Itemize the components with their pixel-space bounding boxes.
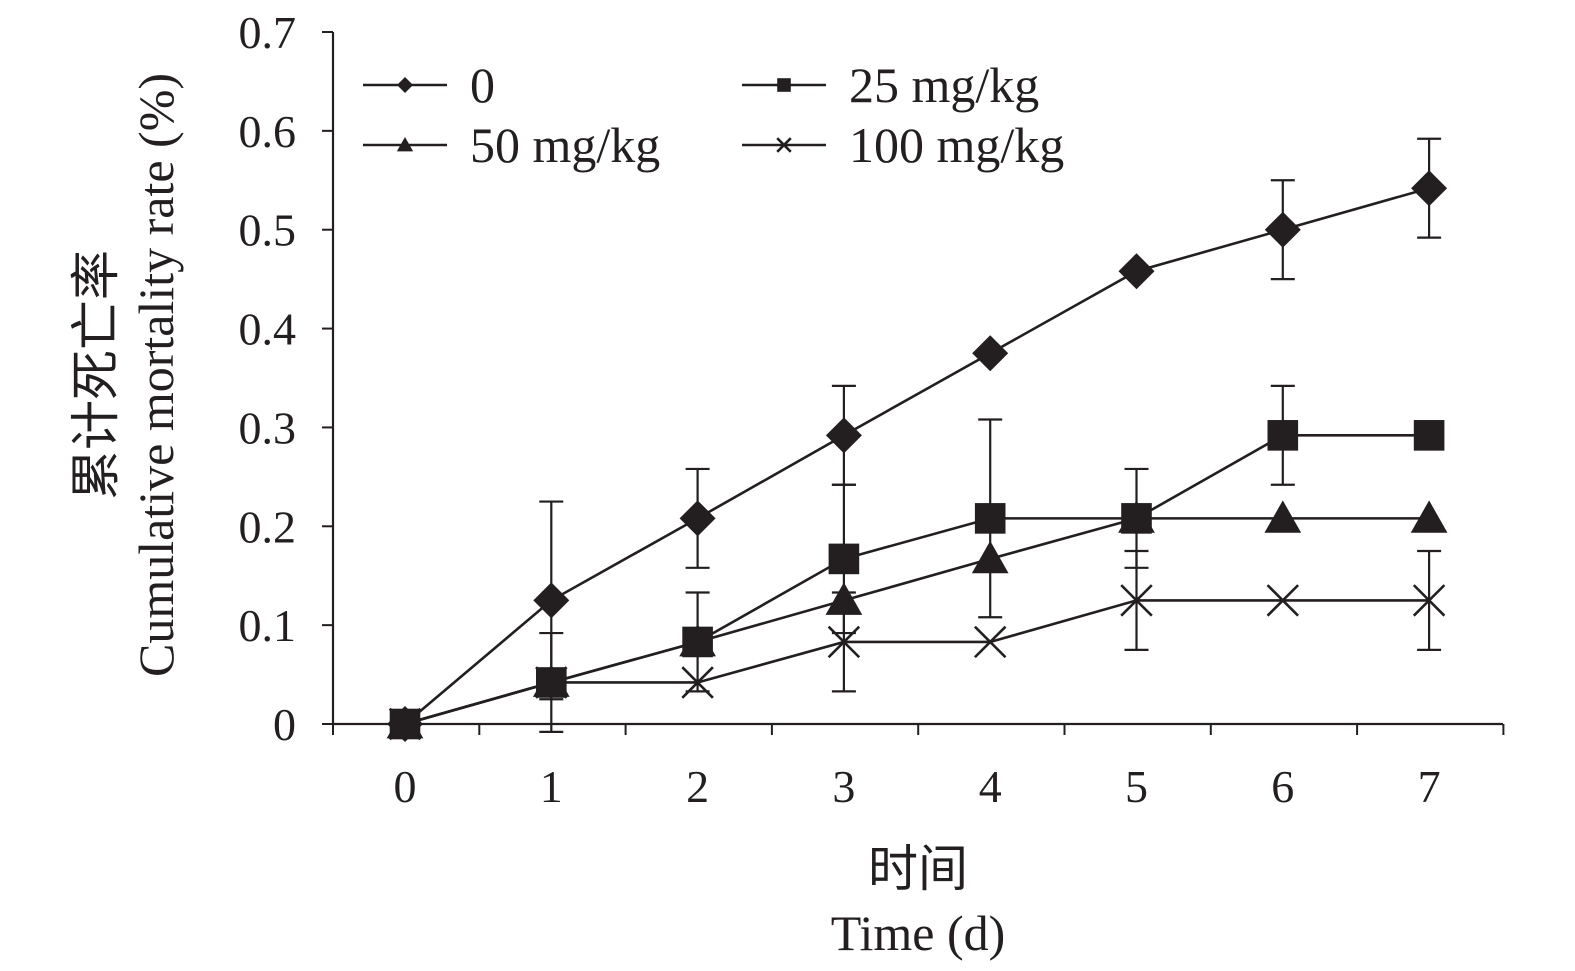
data-point-diamond	[972, 335, 1009, 372]
data-point-diamond	[1118, 253, 1155, 290]
legend-marker-triangle	[396, 137, 414, 152]
x-tick-label: 7	[1418, 761, 1441, 812]
x-tick-label: 1	[540, 761, 563, 812]
legend: 0 25 mg/kg 50 mg/kg 100 mg/kg	[363, 57, 1064, 173]
data-point-cross-stroke	[1120, 584, 1153, 617]
series-line-0	[404, 186, 1430, 725]
data-point-diamond	[679, 500, 716, 537]
y-tick-label: 0.4	[239, 304, 297, 355]
data-point-diamond	[1411, 170, 1448, 207]
legend-marker-square	[777, 78, 791, 92]
data-point-diamond	[1264, 211, 1301, 248]
x-tick-label: 6	[1271, 761, 1294, 812]
legend-marker-cross	[776, 137, 792, 153]
y-tick-label: 0.2	[239, 501, 297, 552]
data-point-square	[1413, 420, 1445, 451]
y-axis-title: Cumulative mortality rate (%)	[128, 73, 184, 677]
series-lines	[404, 186, 1430, 726]
series-markers	[386, 170, 1448, 742]
data-point-cross	[681, 666, 714, 699]
data-point-triangle	[825, 582, 863, 615]
data-point-square	[974, 503, 1006, 534]
data-point-cross	[535, 666, 568, 699]
data-point-cross-stroke	[535, 666, 568, 699]
x-tick-label: 0	[394, 761, 417, 812]
data-point-diamond	[533, 582, 570, 619]
data-point-triangle	[1410, 500, 1448, 533]
x-tick-label: 2	[686, 761, 709, 812]
data-point-cross-stroke	[827, 625, 861, 659]
legend-label: 0	[470, 57, 495, 113]
x-tick-label: 3	[832, 761, 855, 812]
legend-label: 100 mg/kg	[849, 117, 1064, 173]
axes: 0 0.1 0.2 0.3 0.4 0.5 0.6 0.7 0 1 2 3 4 5 6 7	[239, 7, 1505, 812]
data-point-triangle	[679, 623, 716, 657]
x-axis-title-cn: 时间	[868, 841, 968, 897]
data-point-cross	[1266, 584, 1300, 617]
y-axis-title-cn: 累计死亡率	[68, 250, 124, 500]
data-point-cross-stroke	[973, 625, 1007, 659]
data-point-triangle	[1118, 500, 1155, 533]
data-point-cross	[1412, 584, 1446, 617]
y-tick-label: 0.3	[239, 402, 297, 453]
data-point-cross	[388, 707, 422, 741]
data-point-cross-stroke	[1266, 584, 1300, 617]
data-point-cross	[973, 625, 1007, 659]
y-tick-label: 0	[273, 699, 296, 750]
data-point-diamond	[825, 417, 862, 454]
legend-label: 50 mg/kg	[470, 117, 660, 173]
x-axis-title: Time (d)	[831, 905, 1006, 961]
data-point-square	[1267, 420, 1299, 451]
legend-marker-diamond	[397, 77, 413, 93]
y-tick-label: 0.5	[239, 205, 297, 256]
legend-label: 25 mg/kg	[849, 57, 1039, 113]
data-point-cross-stroke	[388, 707, 422, 741]
y-tick-label: 0.6	[239, 106, 297, 157]
data-point-triangle	[1264, 500, 1302, 533]
legend-marker-cross-stroke	[776, 137, 792, 153]
data-point-square	[828, 543, 860, 575]
data-point-cross	[827, 625, 861, 659]
x-tick-label: 4	[979, 761, 1002, 812]
data-point-cross-stroke	[681, 666, 714, 699]
data-point-cross	[1120, 584, 1153, 617]
y-tick-label: 0.7	[239, 7, 297, 58]
series-line-3	[404, 599, 1430, 726]
series-line-2	[404, 517, 1430, 726]
x-tick-label: 5	[1125, 761, 1148, 812]
data-point-triangle	[971, 540, 1009, 574]
y-tick-label: 0.1	[239, 600, 297, 651]
data-point-cross-stroke	[1412, 584, 1446, 617]
